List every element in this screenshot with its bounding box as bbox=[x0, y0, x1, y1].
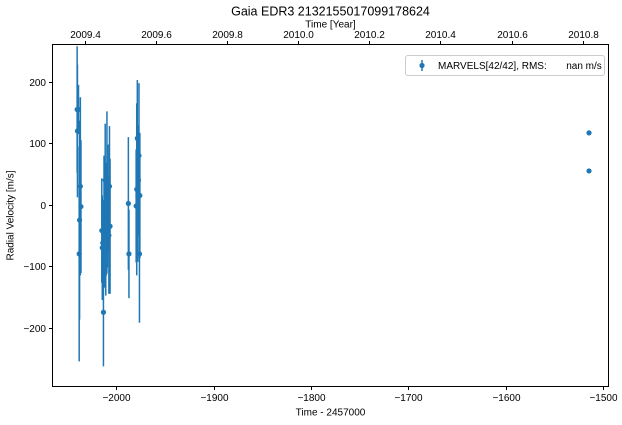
top-tick-label: 2010.4 bbox=[425, 30, 456, 41]
x-tick-label: −1700 bbox=[394, 393, 423, 404]
y-tick-label: 0 bbox=[40, 201, 46, 212]
y-tick-label: 200 bbox=[29, 78, 46, 89]
y-tick-label: −100 bbox=[23, 262, 46, 273]
x-tick-label: −2000 bbox=[102, 393, 131, 404]
data-point bbox=[137, 192, 143, 199]
x-axis-label: Time - 2457000 bbox=[296, 408, 366, 419]
top-tick-label: 2010.8 bbox=[568, 30, 599, 41]
data-point bbox=[107, 223, 113, 229]
x-tick-label: −1500 bbox=[589, 393, 618, 404]
data-point bbox=[78, 203, 84, 210]
y-tick-label: −200 bbox=[23, 324, 46, 335]
top-axis-ticks: 2009.4 2009.6 2009.8 2010.0 2010.2 2010.4 2010… bbox=[70, 30, 599, 45]
top-tick-label: 2010.0 bbox=[283, 30, 314, 41]
data-point bbox=[100, 309, 107, 315]
legend-marker bbox=[419, 62, 425, 69]
top-tick-label: 2009.4 bbox=[70, 30, 101, 41]
legend-box bbox=[405, 55, 605, 76]
y-axis-ticks: −200 −100 0 100 200 bbox=[23, 78, 53, 335]
y-tick-label: 100 bbox=[29, 139, 46, 150]
data-point bbox=[586, 168, 592, 174]
x-axis-ticks: −2000 −1900 −1800 −1700 −1600 −1500 bbox=[102, 386, 618, 404]
legend: MARVELS[42/42], RMS: nan m/s bbox=[405, 55, 605, 76]
top-axis-label: Time [Year] bbox=[305, 20, 356, 31]
top-tick-label: 2010.2 bbox=[354, 30, 385, 41]
plot-frame bbox=[52, 44, 609, 387]
x-tick-label: −1900 bbox=[200, 393, 229, 404]
data-point bbox=[126, 251, 132, 257]
y-axis-label: Radial Velocity [m/s] bbox=[6, 170, 17, 260]
top-tick-label: 2009.6 bbox=[141, 30, 172, 41]
top-tick-label: 2009.8 bbox=[212, 30, 243, 41]
series-marvels bbox=[74, 46, 592, 367]
top-tick-label: 2010.6 bbox=[497, 30, 528, 41]
legend-label: MARVELS[42/42], RMS: nan m/s bbox=[438, 61, 602, 72]
x-tick-label: −1800 bbox=[297, 393, 326, 404]
x-tick-label: −1600 bbox=[492, 393, 521, 404]
data-point bbox=[586, 130, 592, 136]
data-point bbox=[125, 200, 131, 207]
data-point bbox=[136, 152, 142, 159]
chart-title: Gaia EDR3 2132155017099178624 bbox=[231, 5, 430, 19]
